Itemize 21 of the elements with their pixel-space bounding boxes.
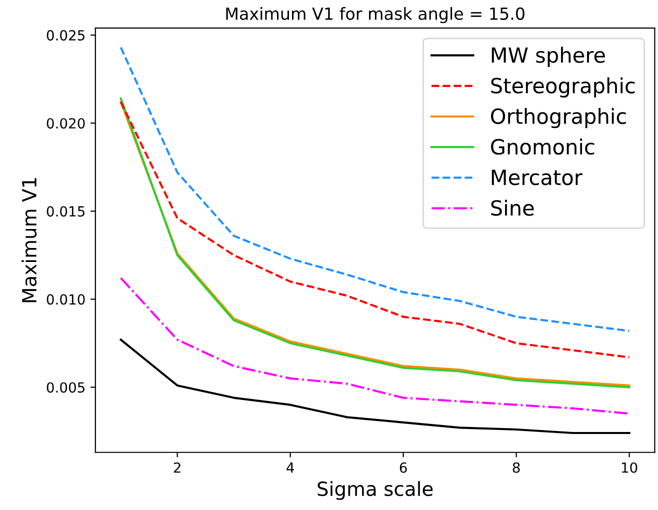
- y-tick-label: 0.020: [46, 118, 85, 129]
- x-axis-title: Sigma scale: [318, 481, 433, 500]
- chart-title: Maximum V1 for mask angle = 15.0: [226, 7, 524, 24]
- legend-label: Sine: [491, 200, 534, 216]
- y-tick-label: 0.010: [46, 294, 85, 305]
- legend-label: MW sphere: [492, 46, 605, 67]
- x-tick-label: 8: [512, 462, 520, 473]
- legend-label: Gnomonic: [491, 138, 594, 155]
- y-axis-title: Maximum V1: [22, 178, 37, 302]
- x-tick-label: 10: [622, 462, 638, 473]
- y-tick-label: 0.015: [46, 206, 84, 217]
- legend-label: Mercator: [492, 170, 582, 186]
- legend-label: Orthographic: [491, 108, 626, 128]
- legend-label: Stereographic: [491, 77, 635, 98]
- line-series: [120, 277, 630, 415]
- x-tick-label: 2: [174, 462, 180, 473]
- x-tick-label: 6: [400, 462, 407, 473]
- x-tick-label: 4: [286, 462, 294, 473]
- y-tick-label: 0.025: [46, 30, 84, 41]
- y-tick-label: 0.005: [46, 382, 84, 393]
- line-series: [120, 338, 630, 434]
